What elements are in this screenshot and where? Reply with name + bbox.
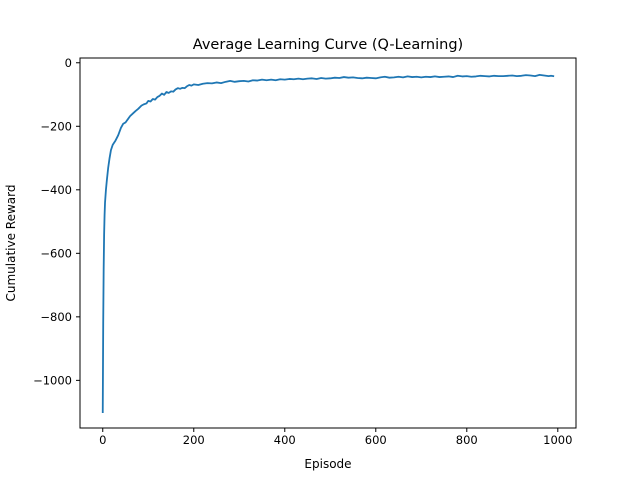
plot-frame: [79, 57, 577, 429]
chart-title: Average Learning Curve (Q-Learning): [193, 37, 463, 53]
series-line: [101, 73, 555, 414]
x-tick-label: 800: [456, 433, 478, 447]
y-tick-label: −1000: [33, 373, 72, 387]
y-tick-label: −400: [40, 183, 72, 197]
y-tick-label: 0: [65, 56, 72, 70]
x-tick-label: 1000: [543, 433, 572, 447]
y-tick-label: −200: [40, 119, 72, 133]
x-axis-ticks: 0 200 400 600 800 1000: [99, 428, 572, 447]
y-axis-ticks: 0 −200 −400 −600 −800 −1000: [33, 56, 80, 387]
x-axis-label: Episode: [304, 457, 351, 471]
x-tick-label: 0: [99, 433, 106, 447]
x-tick-label: 400: [274, 433, 296, 447]
y-axis-label: Cumulative Reward: [4, 185, 18, 302]
x-tick-label: 200: [183, 433, 205, 447]
y-tick-label: −800: [40, 310, 72, 324]
y-tick-label: −600: [40, 246, 72, 260]
x-tick-label: 600: [365, 433, 387, 447]
